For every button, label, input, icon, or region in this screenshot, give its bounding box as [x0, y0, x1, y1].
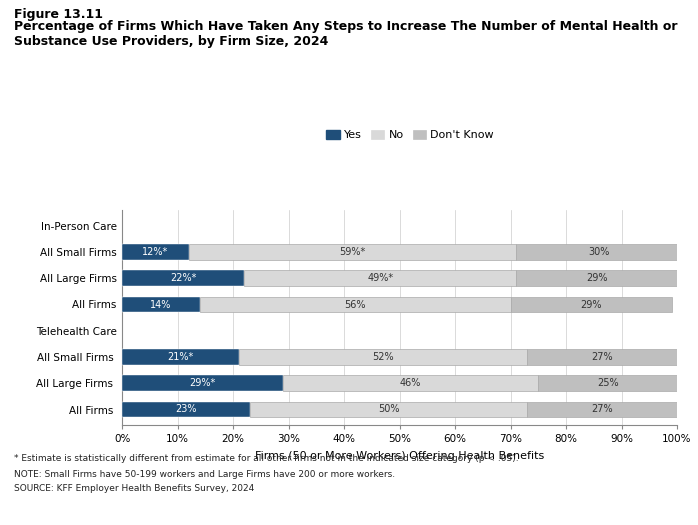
Text: * Estimate is statistically different from estimate for all other firms not in t: * Estimate is statistically different fr… — [14, 454, 519, 463]
Text: 49%*: 49%* — [367, 273, 393, 284]
Bar — [250, 402, 527, 417]
Text: SOURCE: KFF Employer Health Benefits Survey, 2024: SOURCE: KFF Employer Health Benefits Sur… — [14, 484, 254, 493]
Bar — [122, 270, 244, 286]
Text: 46%: 46% — [400, 378, 422, 388]
Text: 29%: 29% — [586, 273, 607, 284]
Text: 50%: 50% — [378, 404, 399, 415]
Text: Percentage of Firms Which Have Taken Any Steps to Increase The Number of Mental : Percentage of Firms Which Have Taken Any… — [14, 20, 678, 48]
Bar — [122, 297, 200, 312]
Text: 29%: 29% — [580, 299, 602, 310]
Bar — [239, 349, 527, 365]
Text: NOTE: Small Firms have 50-199 workers and Large Firms have 200 or more workers.: NOTE: Small Firms have 50-199 workers an… — [14, 470, 395, 479]
Text: 56%: 56% — [344, 299, 366, 310]
Bar — [527, 349, 677, 365]
Text: 59%*: 59%* — [339, 247, 366, 257]
Bar — [516, 244, 683, 260]
Bar — [510, 297, 671, 312]
Text: 23%: 23% — [175, 404, 197, 415]
Text: 22%*: 22%* — [170, 273, 196, 284]
Bar — [283, 375, 538, 391]
Text: 25%: 25% — [597, 378, 618, 388]
Bar — [122, 402, 250, 417]
Bar — [122, 244, 188, 260]
Bar — [122, 349, 239, 365]
Text: 27%: 27% — [591, 352, 613, 362]
Bar — [122, 375, 283, 391]
Text: 52%: 52% — [372, 352, 394, 362]
Legend: Yes, No, Don't Know: Yes, No, Don't Know — [322, 125, 498, 144]
Bar — [538, 375, 677, 391]
Text: Figure 13.11: Figure 13.11 — [14, 8, 103, 21]
Text: 12%*: 12%* — [142, 247, 169, 257]
Bar — [516, 270, 677, 286]
Text: 21%*: 21%* — [168, 352, 193, 362]
Bar — [527, 402, 677, 417]
Bar — [244, 270, 516, 286]
Bar — [188, 244, 516, 260]
Text: 14%: 14% — [150, 299, 172, 310]
Text: 29%*: 29%* — [189, 378, 216, 388]
Text: 27%: 27% — [591, 404, 613, 415]
Bar — [200, 297, 510, 312]
Text: 30%: 30% — [588, 247, 610, 257]
X-axis label: Firms (50 or More Workers) Offering Health Benefits: Firms (50 or More Workers) Offering Heal… — [255, 451, 544, 461]
